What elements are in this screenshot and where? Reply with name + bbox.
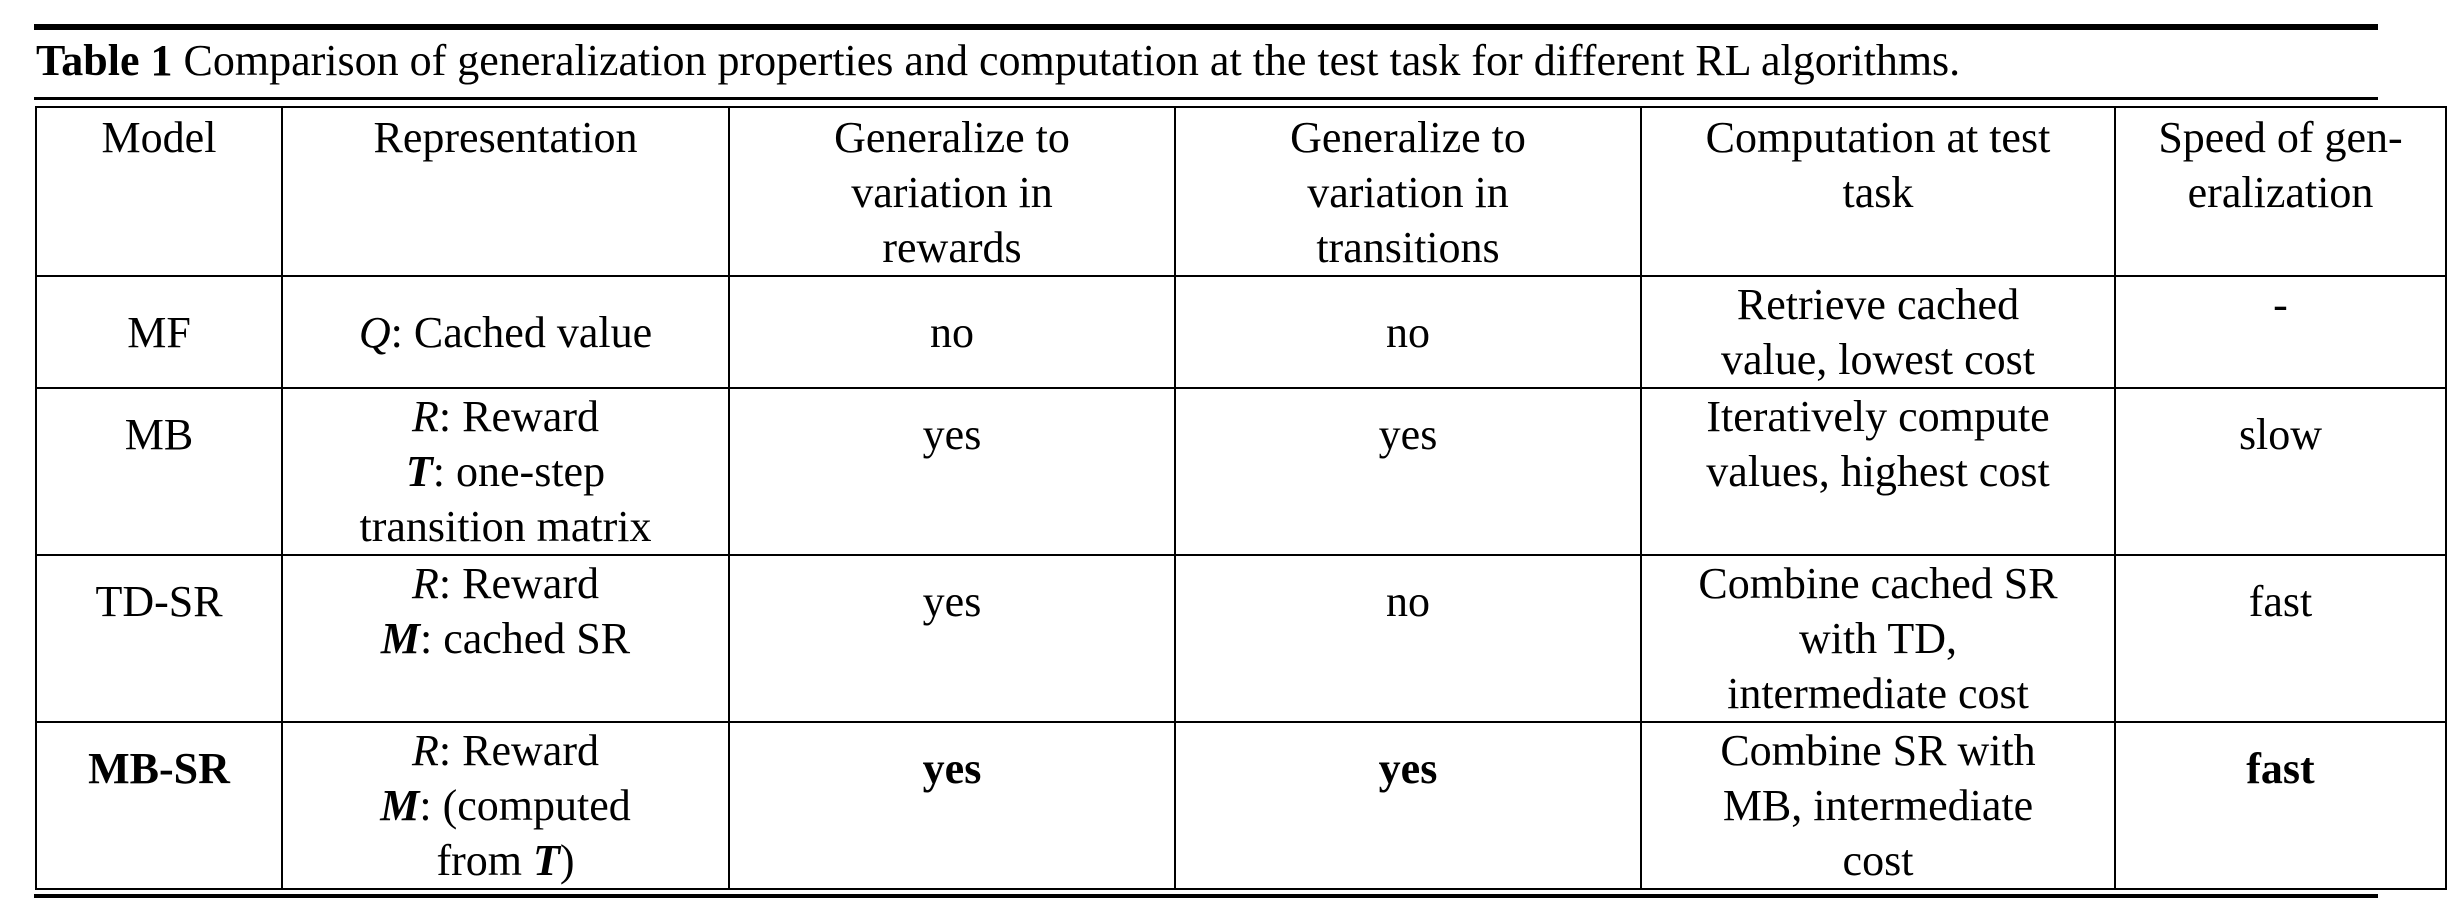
cell-representation: R: Reward M: cached SR (281, 554, 730, 723)
table-row-mb-sr: MB-SR R: Reward M: (computed from T) yes… (35, 721, 2447, 890)
table-row-mf: MF Q: Cached value no no Retrieve cached… (35, 275, 2447, 389)
header-gen-transitions: Generalize to variation in transitions (1174, 106, 1642, 277)
cell-gen-rewards: no (728, 275, 1176, 389)
table-caption: Table 1 Comparison of generalization pro… (36, 30, 2376, 92)
cell-computation: Iteratively compute values, highest cost (1640, 387, 2116, 556)
cell-speed: fast (2114, 721, 2447, 890)
cell-model: MB-SR (35, 721, 283, 890)
cell-gen-rewards: yes (728, 387, 1176, 556)
cell-model: MF (35, 275, 283, 389)
cell-computation: Retrieve cached value, lowest cost (1640, 275, 2116, 389)
cell-gen-transitions: yes (1174, 387, 1642, 556)
top-rule (34, 24, 2378, 30)
header-model: Model (35, 106, 283, 277)
header-gen-rewards: Generalize to variation in rewards (728, 106, 1176, 277)
cell-representation: Q: Cached value (281, 275, 730, 389)
table-row-mb: MB R: Reward T: one-step transition matr… (35, 387, 2447, 556)
cell-speed: fast (2114, 554, 2447, 723)
cell-representation: R: Reward M: (computed from T) (281, 721, 730, 890)
cell-model: MB (35, 387, 283, 556)
caption-label: Table 1 (36, 36, 173, 85)
caption-text: Comparison of generalization properties … (183, 36, 1961, 85)
comparison-table: Model Representation Generalize to varia… (35, 106, 2447, 890)
header-speed: Speed of gen- eralization (2114, 106, 2447, 277)
cell-gen-transitions: no (1174, 275, 1642, 389)
header-computation: Computation at test task (1640, 106, 2116, 277)
cell-gen-transitions: no (1174, 554, 1642, 723)
cell-computation: Combine cached SR with TD, intermediate … (1640, 554, 2116, 723)
cell-model: TD-SR (35, 554, 283, 723)
cell-gen-transitions: yes (1174, 721, 1642, 890)
bottom-rule (34, 894, 2378, 898)
cell-speed: - (2114, 275, 2447, 389)
cell-speed: slow (2114, 387, 2447, 556)
cell-representation: R: Reward T: one-step transition matrix (281, 387, 730, 556)
caption-rule (34, 97, 2378, 100)
cell-gen-rewards: yes (728, 554, 1176, 723)
header-representation: Representation (281, 106, 730, 277)
header-row: Model Representation Generalize to varia… (35, 106, 2447, 277)
table-row-td-sr: TD-SR R: Reward M: cached SR yes no Comb… (35, 554, 2447, 723)
cell-gen-rewards: yes (728, 721, 1176, 890)
cell-computation: Combine SR with MB, intermediate cost (1640, 721, 2116, 890)
